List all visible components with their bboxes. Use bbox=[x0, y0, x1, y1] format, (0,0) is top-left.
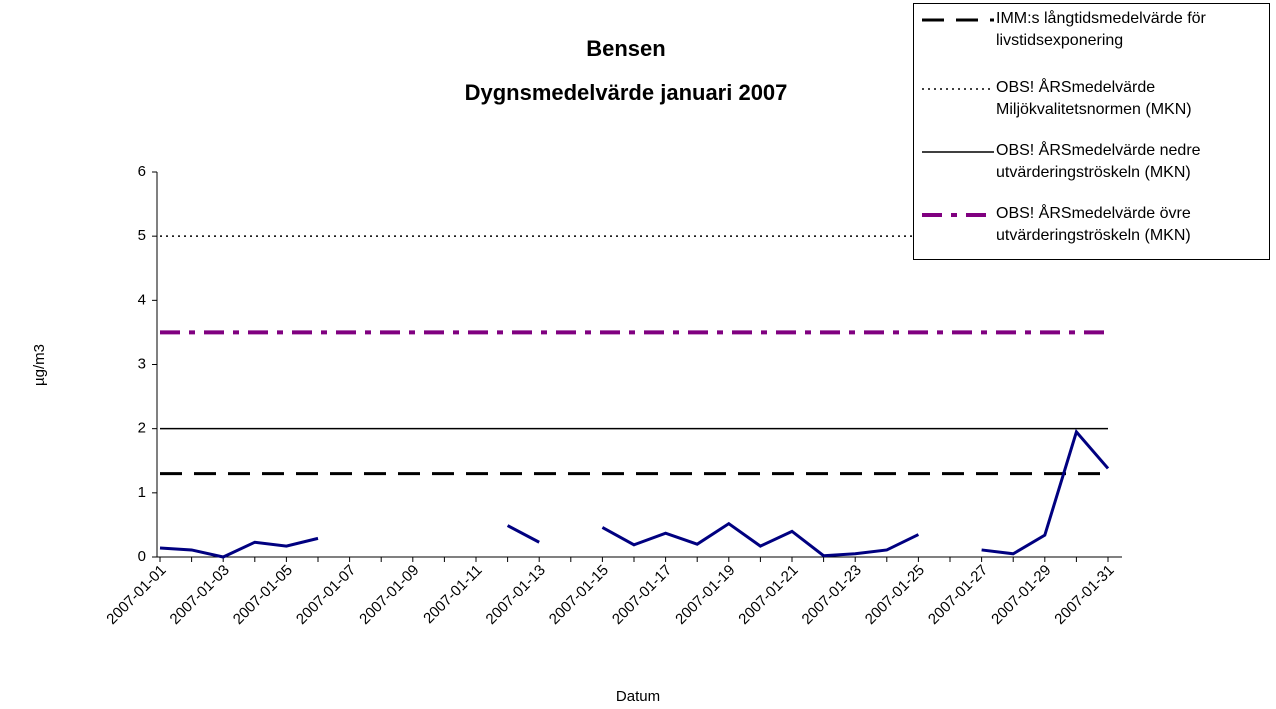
x-tick-label: 2007-01-23 bbox=[799, 562, 865, 628]
y-tick-label: 3 bbox=[138, 355, 146, 372]
x-tick-label: 2007-01-03 bbox=[167, 562, 233, 628]
x-tick-label: 2007-01-17 bbox=[609, 562, 675, 628]
legend-label: IMM:s långtidsmedelvärde för livstidsexp… bbox=[996, 10, 1206, 49]
y-tick-label: 1 bbox=[138, 484, 146, 501]
x-axis-label: Datum bbox=[616, 688, 660, 705]
x-tick-label: 2007-01-27 bbox=[925, 562, 991, 628]
x-tick-label: 2007-01-29 bbox=[988, 562, 1054, 628]
y-tick-label: 2 bbox=[138, 420, 146, 437]
x-tick-label: 2007-01-13 bbox=[483, 562, 549, 628]
legend-swatch bbox=[922, 88, 994, 90]
legend-label: OBS! ÅRSmedelvärde Miljökvalitetsnormen … bbox=[996, 79, 1192, 118]
x-tick-label: 2007-01-11 bbox=[420, 562, 485, 627]
y-axis-label: µg/m3 bbox=[31, 344, 48, 386]
x-tick-label: 2007-01-21 bbox=[735, 562, 801, 628]
y-tick-label: 6 bbox=[138, 163, 146, 180]
y-tick-label: 5 bbox=[138, 227, 146, 244]
x-tick-label: 2007-01-07 bbox=[293, 562, 359, 628]
legend: IMM:s långtidsmedelvärde för livstidsexp… bbox=[913, 3, 1270, 260]
legend-swatch bbox=[922, 151, 994, 153]
y-tick-label: 4 bbox=[138, 291, 146, 308]
x-tick-label: 2007-01-25 bbox=[862, 562, 928, 628]
chart-title: Bensen bbox=[586, 36, 665, 61]
x-tick-label: 2007-01-01 bbox=[103, 562, 169, 628]
y-tick-label: 0 bbox=[138, 548, 146, 565]
legend-label: OBS! ÅRSmedelvärde övre utvärderingströs… bbox=[996, 205, 1191, 244]
legend-swatch bbox=[922, 213, 994, 217]
chart-subtitle: Dygnsmedelvärde januari 2007 bbox=[465, 80, 788, 105]
x-tick-label: 2007-01-19 bbox=[672, 562, 738, 628]
x-tick-label: 2007-01-05 bbox=[230, 562, 296, 628]
x-tick-label: 2007-01-31 bbox=[1051, 562, 1117, 628]
series-line bbox=[159, 428, 1110, 559]
legend-label: OBS! ÅRSmedelvärde nedre utvärderingströ… bbox=[996, 142, 1201, 181]
x-tick-label: 2007-01-09 bbox=[356, 562, 422, 628]
x-tick-label: 2007-01-15 bbox=[546, 562, 612, 628]
legend-swatch bbox=[922, 18, 994, 22]
